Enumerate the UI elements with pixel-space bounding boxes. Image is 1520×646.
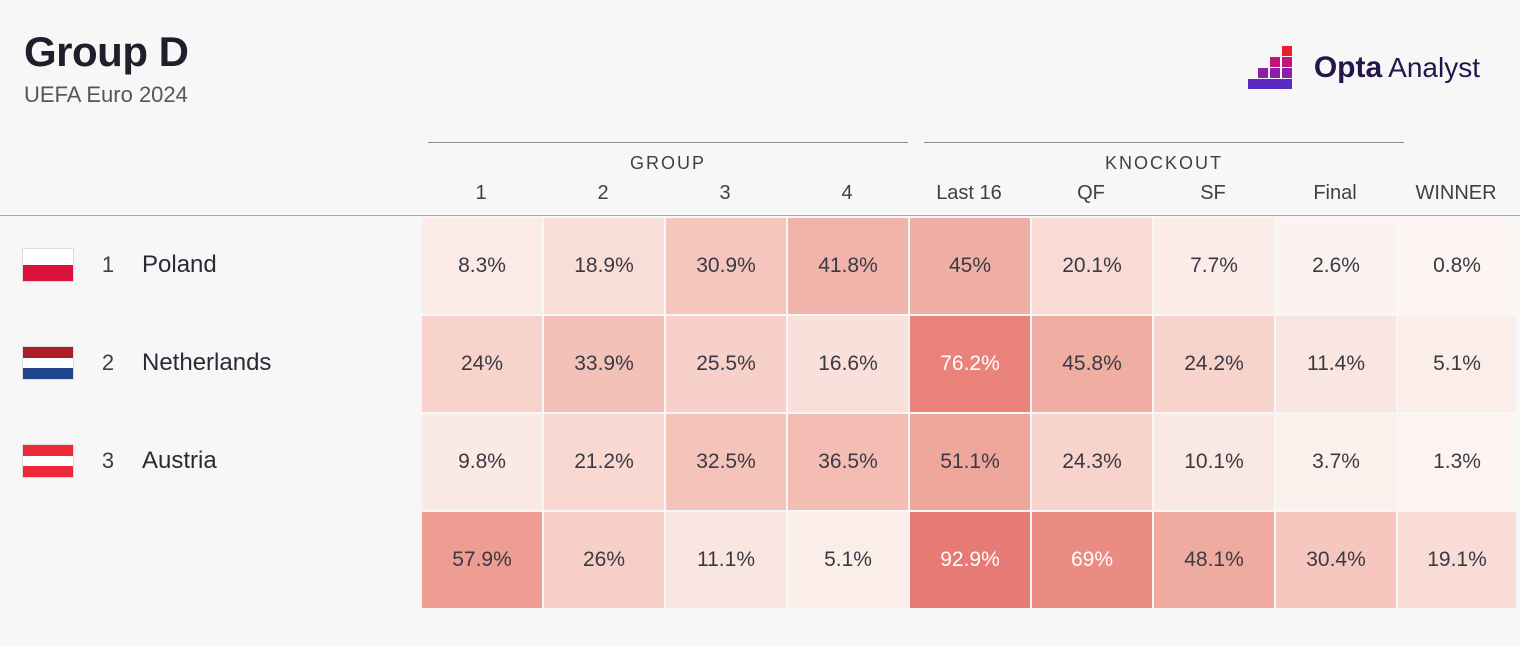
heatmap-cell: 30.4% bbox=[1274, 510, 1396, 608]
heatmap-cell: 18.9% bbox=[542, 216, 664, 314]
heatmap-cell: 48.1% bbox=[1152, 510, 1274, 608]
heatmap-cell: 0.8% bbox=[1396, 216, 1516, 314]
team-rank: 2 bbox=[98, 350, 118, 376]
heatmap-cell: 9.8% bbox=[420, 412, 542, 510]
heatmap-cell: 24% bbox=[420, 314, 542, 412]
flag-icon bbox=[22, 248, 74, 282]
page-title: Group D bbox=[24, 28, 188, 76]
opta-logo-text: Opta Analyst bbox=[1314, 51, 1480, 85]
flag-stripe bbox=[23, 265, 73, 281]
row-cells: 8.3%18.9%30.9%41.8%45%20.1%7.7%2.6%0.8% bbox=[420, 216, 1516, 314]
team-rank: 3 bbox=[98, 448, 118, 474]
opta-logo-mark-icon bbox=[1248, 46, 1304, 90]
heatmap-cell: 36.5% bbox=[786, 412, 908, 510]
row-label bbox=[0, 510, 420, 608]
flag-stripe bbox=[23, 466, 73, 477]
col-header: SF bbox=[1152, 182, 1274, 205]
heatmap-cell: 8.3% bbox=[420, 216, 542, 314]
flag-stripe bbox=[23, 368, 73, 379]
opta-logo: Opta Analyst bbox=[1248, 46, 1480, 90]
table-body: 1 Poland 8.3%18.9%30.9%41.8%45%20.1%7.7%2.… bbox=[0, 216, 1520, 608]
heatmap-cell: 20.1% bbox=[1030, 216, 1152, 314]
title-block: Group D UEFA Euro 2024 bbox=[24, 28, 188, 108]
heatmap-cell: 16.6% bbox=[786, 314, 908, 412]
heatmap-cell: 69% bbox=[1030, 510, 1152, 608]
heatmap-cell: 2.6% bbox=[1274, 216, 1396, 314]
team-name: Austria bbox=[142, 447, 217, 475]
col-header: Final bbox=[1274, 182, 1396, 205]
table-row: 2 Netherlands 24%33.9%25.5%16.6%76.2%45.8%… bbox=[0, 314, 1520, 412]
flag-icon bbox=[22, 444, 74, 478]
heatmap-cell: 19.1% bbox=[1396, 510, 1516, 608]
heatmap-cell: 24.3% bbox=[1030, 412, 1152, 510]
row-cells: 9.8%21.2%32.5%36.5%51.1%24.3%10.1%3.7%1.… bbox=[420, 412, 1516, 510]
flag-stripe bbox=[23, 456, 73, 467]
logo-brand-bold: Opta bbox=[1314, 51, 1382, 85]
row-cells: 57.9%26%11.1%5.1%92.9%69%48.1%30.4%19.1% bbox=[420, 510, 1516, 608]
heatmap-cell: 33.9% bbox=[542, 314, 664, 412]
col-header: 1 bbox=[420, 182, 542, 205]
heatmap-cell: 45.8% bbox=[1030, 314, 1152, 412]
table-row: 57.9%26%11.1%5.1%92.9%69%48.1%30.4%19.1% bbox=[0, 510, 1520, 608]
row-label: 3 Austria bbox=[0, 412, 420, 510]
heatmap-cell: 11.4% bbox=[1274, 314, 1396, 412]
heatmap-cell: 41.8% bbox=[786, 216, 908, 314]
heatmap-cell: 76.2% bbox=[908, 314, 1030, 412]
section-header-knockout: KNOCKOUT bbox=[924, 142, 1404, 174]
heatmap-cell: 51.1% bbox=[908, 412, 1030, 510]
flag-stripe bbox=[23, 347, 73, 358]
heatmap-cell: 57.9% bbox=[420, 510, 542, 608]
col-header-winner: WINNER bbox=[1396, 182, 1516, 205]
row-label: 1 Poland bbox=[0, 216, 420, 314]
row-label: 2 Netherlands bbox=[0, 314, 420, 412]
heatmap-cell: 26% bbox=[542, 510, 664, 608]
heatmap-cell: 5.1% bbox=[1396, 314, 1516, 412]
section-headers: GROUP KNOCKOUT bbox=[0, 142, 1520, 174]
page-subtitle: UEFA Euro 2024 bbox=[24, 82, 188, 108]
heatmap-cell: 1.3% bbox=[1396, 412, 1516, 510]
heatmap-cell: 7.7% bbox=[1152, 216, 1274, 314]
column-headers: 1 2 3 4 Last 16 QF SF Final WINNER bbox=[0, 182, 1520, 216]
prediction-table: GROUP KNOCKOUT 1 2 3 4 Last 16 QF SF Fin… bbox=[0, 142, 1520, 608]
row-cells: 24%33.9%25.5%16.6%76.2%45.8%24.2%11.4%5.… bbox=[420, 314, 1516, 412]
heatmap-cell: 3.7% bbox=[1274, 412, 1396, 510]
team-rank: 1 bbox=[98, 252, 118, 278]
heatmap-cell: 24.2% bbox=[1152, 314, 1274, 412]
heatmap-cell: 32.5% bbox=[664, 412, 786, 510]
table-row: 1 Poland 8.3%18.9%30.9%41.8%45%20.1%7.7%2.… bbox=[0, 216, 1520, 314]
col-header: 2 bbox=[542, 182, 664, 205]
team-name: Netherlands bbox=[142, 349, 271, 377]
heatmap-cell: 5.1% bbox=[786, 510, 908, 608]
col-header: Last 16 bbox=[908, 182, 1030, 205]
heatmap-cell: 30.9% bbox=[664, 216, 786, 314]
flag-stripe bbox=[23, 358, 73, 369]
heatmap-cell: 11.1% bbox=[664, 510, 786, 608]
heatmap-cell: 21.2% bbox=[542, 412, 664, 510]
table-row: 3 Austria 9.8%21.2%32.5%36.5%51.1%24.3%10.… bbox=[0, 412, 1520, 510]
heatmap-cell: 45% bbox=[908, 216, 1030, 314]
col-header: QF bbox=[1030, 182, 1152, 205]
heatmap-cell: 10.1% bbox=[1152, 412, 1274, 510]
flag-icon bbox=[22, 346, 74, 380]
team-name: Poland bbox=[142, 251, 217, 279]
logo-brand-light: Analyst bbox=[1388, 52, 1480, 84]
heatmap-cell: 92.9% bbox=[908, 510, 1030, 608]
header: Group D UEFA Euro 2024 Opta Analyst bbox=[0, 0, 1520, 108]
flag-stripe bbox=[23, 445, 73, 456]
flag-stripe bbox=[23, 249, 73, 265]
col-header: 4 bbox=[786, 182, 908, 205]
section-header-group: GROUP bbox=[428, 142, 908, 174]
page-root: Group D UEFA Euro 2024 Opta Analyst bbox=[0, 0, 1520, 646]
col-header: 3 bbox=[664, 182, 786, 205]
heatmap-cell: 25.5% bbox=[664, 314, 786, 412]
